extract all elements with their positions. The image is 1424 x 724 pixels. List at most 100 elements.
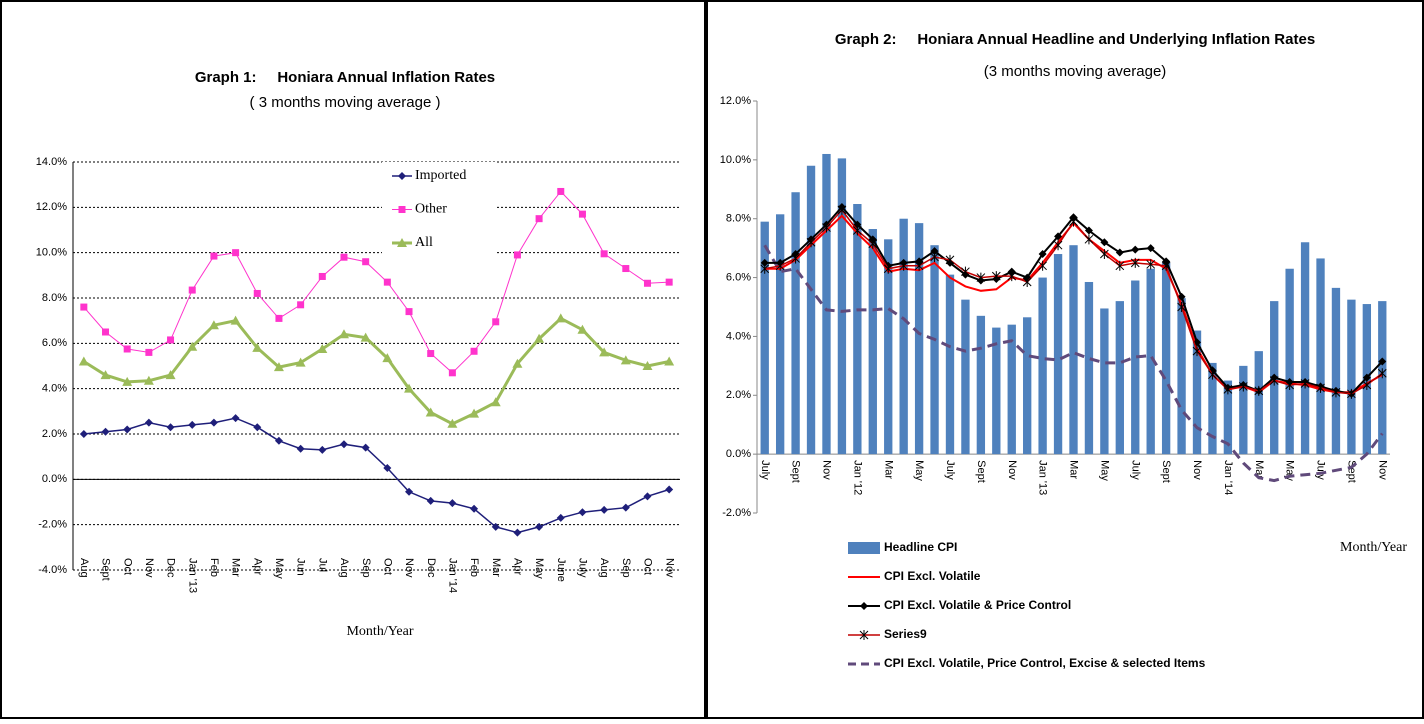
bar (1100, 308, 1109, 455)
marker (318, 272, 326, 280)
y-tick-label: 10.0% (720, 154, 751, 166)
chart-title: Graph 2: Honiara Annual Headline and Und… (835, 31, 1315, 48)
bar (1239, 365, 1248, 455)
legend-label: CPI Excl. Volatile & Price Control (884, 598, 1071, 612)
marker (513, 528, 522, 537)
marker (79, 430, 88, 438)
marker (491, 522, 500, 531)
marker (1069, 216, 1078, 227)
y-tick-label: 8.0% (42, 292, 67, 304)
bar (1254, 351, 1263, 455)
x-tick-label: Jan '13 (186, 558, 198, 593)
marker (1208, 369, 1217, 380)
bar (1208, 362, 1217, 455)
legend-swatch (848, 542, 880, 554)
marker (426, 496, 435, 505)
x-tick-label: Feb (208, 558, 220, 577)
marker (339, 440, 348, 449)
marker (360, 332, 371, 342)
marker (275, 314, 283, 322)
marker (664, 356, 675, 366)
x-tick-label: Nov (1006, 460, 1018, 480)
bar (1053, 254, 1063, 455)
x-tick-label: Nov (663, 558, 675, 578)
marker (296, 444, 305, 453)
marker (490, 397, 501, 407)
y-tick-label: 14.0% (36, 156, 67, 168)
x-tick-label: Aug (598, 558, 610, 578)
y-tick-label: -4.0% (38, 564, 67, 576)
x-tick-label: Dec (165, 558, 177, 578)
marker (600, 250, 608, 258)
x-tick-label: May (273, 558, 285, 579)
x-tick-label: Sept (790, 460, 802, 483)
marker (577, 324, 588, 334)
marker (665, 278, 673, 286)
x-tick-label: Jan '14 (1222, 460, 1234, 495)
marker (167, 336, 175, 344)
marker (1362, 379, 1372, 390)
y-tick-label: 12.0% (36, 201, 67, 213)
marker (297, 301, 305, 309)
marker (991, 271, 1001, 282)
marker (859, 630, 869, 640)
x-tick-label: Sep (360, 558, 372, 578)
marker (427, 350, 435, 358)
marker (383, 278, 391, 286)
bar (1316, 258, 1325, 455)
bar (1161, 262, 1171, 455)
x-tick-label: Mar (490, 558, 502, 577)
marker (144, 418, 153, 427)
marker (1053, 240, 1063, 251)
x-tick-label: Feb (468, 558, 480, 577)
x-tick-label: Mar (882, 460, 894, 479)
y-tick-label: -2.0% (722, 507, 751, 519)
x-tick-label: Jun (295, 558, 307, 576)
bar (884, 239, 893, 455)
marker (643, 492, 652, 501)
y-tick-label: 4.0% (42, 383, 67, 395)
x-tick-label: July (1315, 460, 1327, 480)
marker (1131, 245, 1140, 254)
marker (1362, 373, 1371, 382)
marker (760, 258, 769, 267)
x-tick-label: Sep (620, 558, 632, 578)
marker (1100, 238, 1109, 247)
x-tick-label: Aug (338, 558, 350, 578)
bar (899, 218, 908, 455)
x-axis-label: Month/Year (346, 624, 413, 639)
bar (853, 204, 862, 455)
marker (1038, 250, 1047, 259)
x-tick-label: Apr (512, 558, 524, 575)
y-tick-label: 4.0% (726, 330, 751, 342)
marker (273, 362, 284, 372)
marker (599, 347, 610, 357)
marker (230, 315, 241, 325)
marker (1146, 259, 1156, 270)
marker (232, 249, 240, 257)
marker (295, 357, 306, 367)
marker (123, 345, 131, 353)
marker (492, 318, 500, 326)
x-tick-label: July (944, 460, 956, 480)
x-tick-label: Mar (230, 558, 242, 577)
bar (961, 299, 970, 455)
bar (837, 158, 847, 455)
y-tick-label: 6.0% (726, 271, 751, 283)
marker (123, 425, 132, 434)
marker (1084, 226, 1093, 235)
bar (760, 221, 769, 455)
marker (469, 408, 480, 418)
marker (555, 313, 566, 323)
marker (1177, 292, 1186, 301)
chart-subtitle: (3 months moving average) (984, 63, 1167, 80)
x-tick-label: Oct (642, 558, 654, 575)
marker (122, 376, 133, 386)
marker (253, 289, 261, 297)
marker (382, 353, 393, 363)
marker (976, 272, 986, 283)
x-tick-label: Jul (316, 558, 328, 572)
x-tick-label: Sept (1160, 460, 1172, 483)
